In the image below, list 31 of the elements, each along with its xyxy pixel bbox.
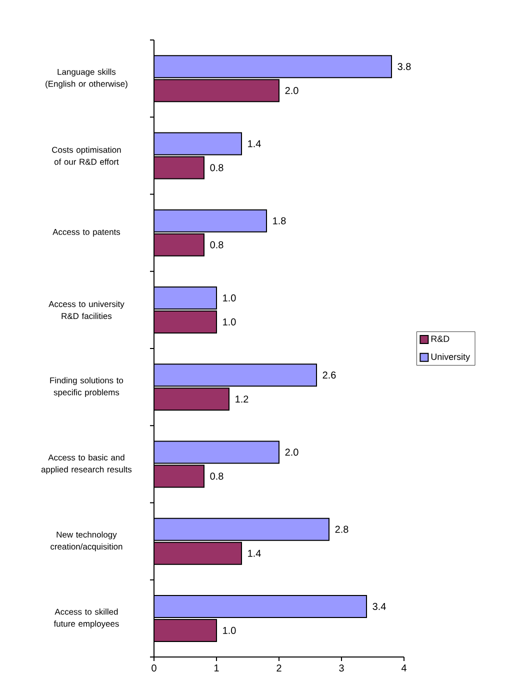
y-tick-label: New technology creation/acquisition [50, 531, 122, 552]
x-tick-label: 4 [401, 664, 406, 672]
legend-label: R&D [431, 336, 450, 342]
data-label: 0.8 [210, 241, 224, 248]
y-tick-label: Language skills (English or otherwise) [46, 68, 128, 88]
data-label: 1.0 [223, 294, 236, 302]
y-tick-label: Access to basic and applied research results [41, 454, 132, 474]
data-label: 1.4 [248, 140, 261, 148]
y-tick-label: Finding solutions to specific problems [50, 377, 124, 397]
y-tick-label: Access to patents [52, 229, 120, 237]
data-label: 3.8 [398, 63, 411, 70]
y-tick-label: Access to skilled future employees [54, 608, 119, 628]
x-tick-label: 1 [214, 664, 219, 672]
legend-label: University [431, 353, 470, 362]
data-label: 1.4 [248, 550, 261, 557]
x-tick-label: 0 [152, 664, 156, 672]
y-tick-label: Access to university R&D facilities [48, 300, 124, 320]
data-label: 1.2 [236, 396, 248, 403]
data-label: 0.8 [210, 164, 224, 172]
data-label: 2.6 [322, 372, 336, 379]
y-tick-label: Costs optimisation of our R&D effort [52, 146, 121, 165]
data-label: 2.0 [285, 87, 298, 94]
data-label: 2.0 [285, 448, 298, 456]
x-tick-label: 3 [339, 664, 344, 672]
data-label: 3.4 [372, 602, 386, 610]
x-tick-label: 2 [276, 664, 282, 672]
data-label: 1.8 [273, 217, 286, 224]
data-label: 1.0 [223, 626, 236, 634]
data-label: 0.8 [210, 472, 224, 480]
data-label: 1.0 [223, 318, 236, 326]
data-label: 2.8 [335, 526, 348, 533]
